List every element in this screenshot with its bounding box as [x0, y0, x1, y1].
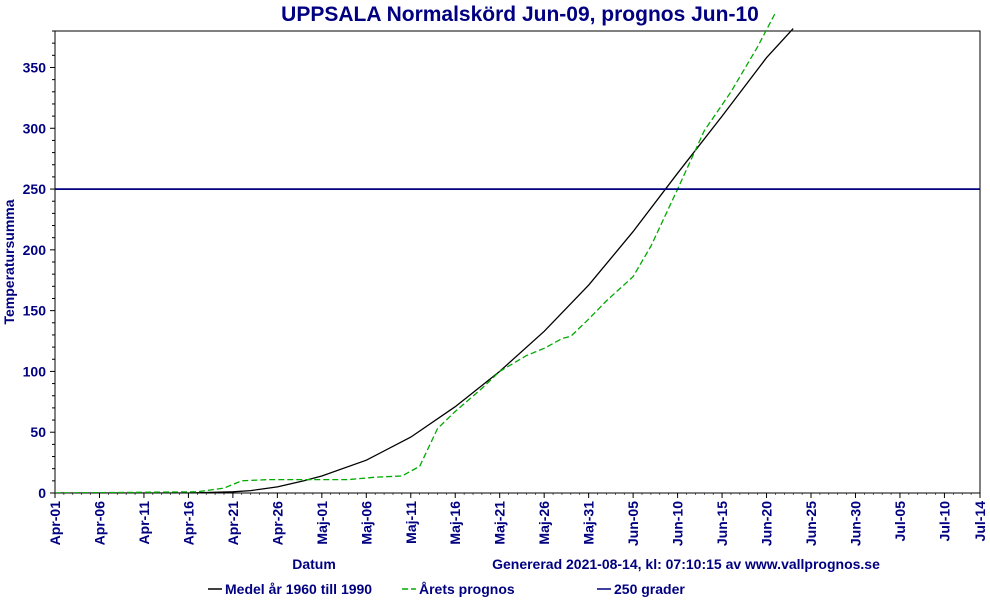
y-tick-label: 150 — [23, 303, 47, 319]
plot-frame — [54, 30, 981, 494]
y-tick-label: 200 — [23, 242, 47, 258]
x-tick-label: Jul-14 — [972, 501, 988, 542]
x-tick-label: Jun-30 — [847, 501, 863, 546]
x-tick-label: Apr-26 — [269, 501, 285, 546]
x-tick-label: Apr-11 — [136, 501, 152, 545]
x-tick-label: Jul-05 — [892, 501, 908, 542]
generated-note: Genererad 2021-08-14, kl: 07:10:15 av ww… — [492, 556, 880, 572]
x-tick-label: Apr-21 — [225, 501, 241, 546]
y-tick-label: 250 — [23, 181, 47, 197]
y-tick-label: 350 — [23, 59, 47, 75]
y-axis-label: Temperatursumma — [1, 199, 17, 324]
y-tick-label: 300 — [23, 120, 47, 136]
series-line-medel — [55, 28, 794, 493]
legend-label-medel: Medel år 1960 till 1990 — [225, 581, 372, 597]
x-tick-label: Maj-06 — [358, 501, 374, 545]
y-axis: 0 50 100 150 200 250 300 350 — [23, 30, 55, 501]
legend: Medel år 1960 till 1990 Årets prognos 25… — [208, 581, 685, 597]
x-tick-label: Jun-20 — [759, 501, 775, 546]
x-tick-label: Apr-16 — [180, 501, 196, 546]
x-tick-label: Jun-15 — [714, 501, 730, 546]
x-tick-label: Apr-06 — [91, 501, 107, 546]
y-tick-label: 50 — [30, 424, 46, 440]
legend-label-prognos: Årets prognos — [419, 581, 515, 597]
x-tick-label: Maj-11 — [403, 501, 419, 544]
x-axis: Apr-01 Apr-06 Apr-11 Apr-16 Apr-21 Apr-26 Maj-… — [47, 493, 988, 546]
x-tick-label: Jul-10 — [936, 501, 952, 542]
x-tick-label: Jun-25 — [803, 501, 819, 546]
x-tick-label: Maj-21 — [492, 501, 508, 545]
legend-label-threshold: 250 grader — [614, 581, 685, 597]
series-lines — [55, 12, 980, 493]
x-tick-label: Maj-26 — [536, 501, 552, 545]
x-axis-label: Datum — [292, 556, 336, 572]
chart-title: UPPSALA Normalskörd Jun-09, prognos Jun-… — [281, 3, 759, 26]
x-tick-label: Maj-31 — [581, 501, 597, 545]
x-tick-label: Apr-01 — [47, 501, 63, 546]
y-tick-label: 100 — [23, 363, 47, 379]
x-tick-label: Maj-16 — [447, 501, 463, 545]
plot-area: 0 50 100 150 200 250 300 350 Apr-01 Apr-06 Apr-11… — [23, 12, 988, 546]
x-tick-label: Jun-10 — [670, 501, 686, 546]
x-tick-label: Maj-01 — [314, 501, 330, 545]
y-tick-label: 0 — [38, 485, 46, 501]
series-line-prognos — [55, 12, 776, 493]
x-tick-label: Jun-05 — [625, 501, 641, 546]
